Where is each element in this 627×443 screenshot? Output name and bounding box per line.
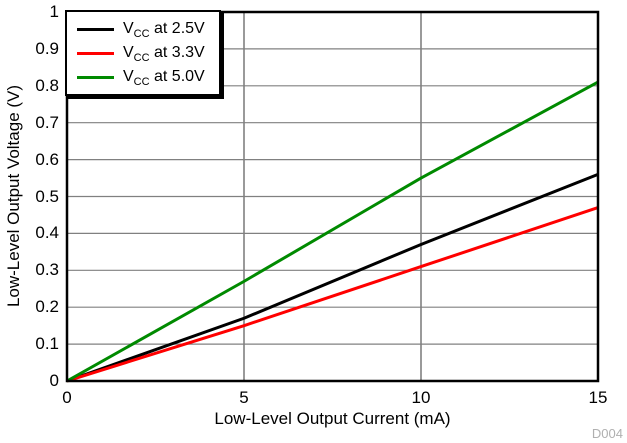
legend-label: VCC at 3.3V	[123, 44, 205, 65]
y-tick-label: 0.7	[35, 112, 59, 132]
x-tick-label: 15	[588, 388, 608, 407]
legend-swatch-line	[77, 27, 114, 31]
legend-swatch-line	[77, 75, 114, 79]
y-tick-label: 0.5	[35, 186, 59, 206]
y-tick-label: 0.3	[35, 260, 59, 280]
y-tick-label: 0.9	[35, 38, 59, 58]
y-tick-label: 0.2	[35, 297, 59, 317]
series-line-1	[66, 206, 599, 383]
legend: VCC at 2.5V VCC at 3.3V VCC at 5.0V	[65, 10, 221, 96]
legend-item-1: VCC at 3.3V	[77, 41, 205, 65]
legend-item-2: VCC at 5.0V	[77, 65, 205, 89]
y-tick-label: 1	[49, 2, 59, 21]
y-tick-label: 0.4	[35, 223, 59, 243]
figure-id: D004	[591, 426, 623, 441]
x-tick-label: 10	[411, 388, 431, 407]
x-axis-title: Low-Level Output Current (mA)	[214, 409, 451, 428]
legend-item-0: VCC at 2.5V	[77, 17, 205, 41]
legend-label: VCC at 2.5V	[123, 20, 205, 41]
legend-swatch-line	[77, 51, 114, 55]
series-line-2	[66, 80, 599, 383]
y-tick-label: 0.8	[35, 75, 59, 95]
legend-label: VCC at 5.0V	[123, 68, 205, 89]
y-tick-label: 0	[49, 371, 59, 390]
y-tick-label: 0.1	[35, 334, 59, 354]
series-line-0	[66, 172, 599, 383]
x-tick-label: 0	[62, 388, 72, 407]
y-tick-label: 0.6	[35, 149, 59, 169]
x-tick-label: 5	[239, 388, 249, 407]
plot-frame	[65, 10, 600, 383]
